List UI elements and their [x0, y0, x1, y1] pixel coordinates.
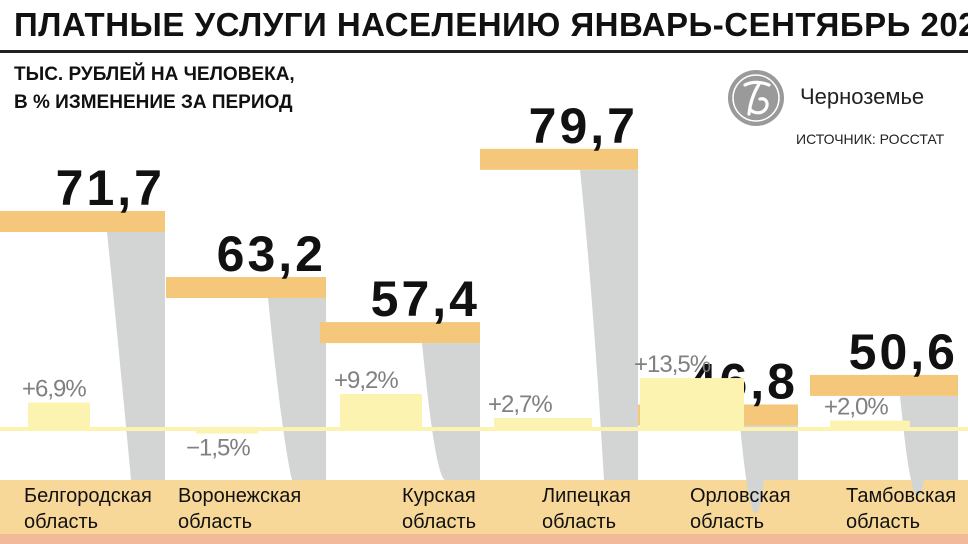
value-shadow [900, 395, 958, 497]
change-bar [340, 393, 422, 428]
category-label-line: Орловская [690, 485, 791, 507]
value-label: 63,2 [217, 226, 326, 282]
value-shadow [422, 343, 480, 481]
change-label: +2,7% [488, 391, 552, 418]
value-shadow [268, 298, 326, 480]
category-label: Липецкая область [542, 485, 631, 533]
change-label: +9,2% [334, 367, 398, 394]
change-bar [640, 378, 744, 428]
category-label-line: область [24, 511, 98, 533]
value-label: 79,7 [529, 98, 638, 154]
value-label: 71,7 [56, 160, 165, 216]
change-bar [28, 402, 90, 428]
category-label-line: Курская [402, 485, 476, 507]
category-label: Белгородская область [24, 485, 152, 533]
chart-title: ПЛАТНЫЕ УСЛУГИ НАСЕЛЕНИЮ ЯНВАРЬ-СЕНТЯБРЬ… [14, 6, 968, 43]
value-bar [480, 148, 638, 170]
value-bar [810, 374, 958, 396]
change-label: +13,5% [634, 351, 711, 378]
value-label: 57,4 [371, 271, 480, 327]
category-label: Курская область [402, 485, 476, 533]
value-shadow [580, 169, 638, 480]
change-bar [830, 420, 910, 428]
category-label-line: Белгородская [24, 485, 152, 507]
category-label-line: Воронежская [178, 485, 301, 507]
chart-subtitle-units: ТЫС. РУБЛЕЙ НА ЧЕЛОВЕКА, [14, 64, 295, 85]
category-label: Воронежская область [178, 485, 301, 533]
category-label-line: область [402, 511, 476, 533]
value-bar [0, 210, 165, 232]
kommersant-k-logo-icon [728, 70, 784, 126]
brand-name: Черноземье [800, 84, 925, 109]
change-label: +6,9% [22, 375, 86, 402]
category-label-line: Тамбовская [846, 485, 956, 507]
category-label-line: Липецкая [542, 485, 631, 507]
source-note: ИСТОЧНИК: РОССТАТ [796, 131, 945, 147]
value-shadow [107, 231, 165, 480]
category-label-line: область [846, 511, 920, 533]
category-label-line: область [178, 511, 252, 533]
category-label: Тамбовская область [846, 485, 956, 533]
value-bar [320, 322, 480, 344]
change-label: +2,0% [824, 394, 888, 421]
value-label: 50,6 [849, 324, 958, 380]
bottom-band [0, 534, 968, 544]
change-bar [494, 418, 592, 428]
category-label-band [0, 480, 968, 534]
title-divider [0, 50, 968, 53]
change-label: −1,5% [186, 435, 250, 462]
chart-subtitle-change: В % ИЗМЕНЕНИЕ ЗА ПЕРИОД [14, 92, 293, 113]
value-shadow [740, 425, 798, 513]
zero-baseline [0, 427, 968, 431]
category-label: Орловская область [690, 485, 791, 533]
value-bar [166, 277, 326, 299]
category-label-line: область [542, 511, 616, 533]
category-label-line: область [690, 511, 764, 533]
